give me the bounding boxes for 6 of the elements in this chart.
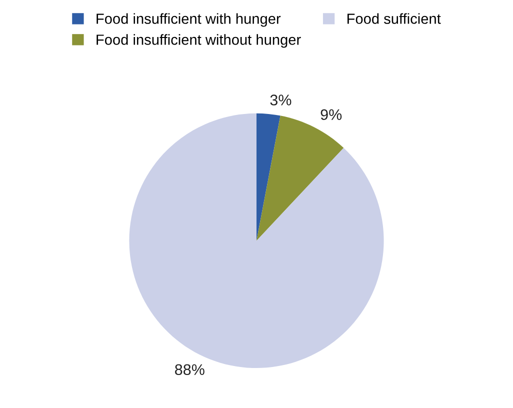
legend-label: Food insufficient without hunger (96, 34, 301, 48)
legend-label: Food insufficient with hunger (96, 13, 281, 27)
data-label: 9% (320, 109, 342, 120)
legend-label: Food sufficient (348, 13, 441, 24)
data-label: 88% (175, 364, 204, 376)
data-label: 3% (270, 94, 292, 106)
